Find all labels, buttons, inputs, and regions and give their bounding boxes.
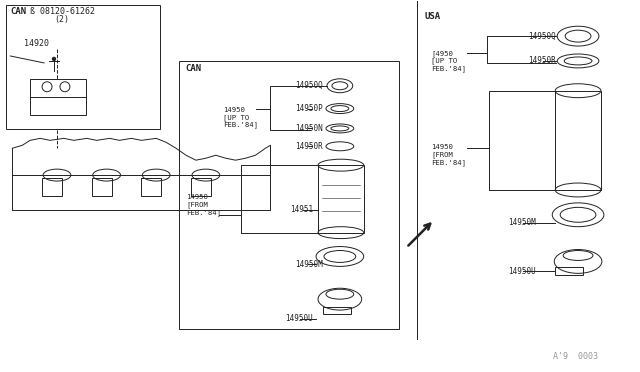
Text: 14950U: 14950U: [285, 314, 313, 324]
Text: [4950
[UP TO
FEB.'84]: [4950 [UP TO FEB.'84]: [431, 50, 466, 72]
Bar: [556, 91, 601, 190]
Text: 14950M: 14950M: [295, 260, 323, 269]
Text: ß 08120-61262: ß 08120-61262: [30, 7, 95, 16]
Circle shape: [52, 57, 56, 60]
Text: 14951: 14951: [290, 205, 314, 214]
Text: 14950
[FROM
FEB.'84]: 14950 [FROM FEB.'84]: [431, 144, 466, 166]
Text: A'9  0003: A'9 0003: [553, 352, 598, 361]
Text: 14950Q: 14950Q: [529, 32, 556, 41]
Text: 14950N: 14950N: [295, 124, 323, 133]
Text: (2): (2): [54, 15, 69, 24]
Text: CAN: CAN: [10, 7, 26, 16]
Bar: [141, 178, 161, 196]
Bar: [323, 307, 351, 314]
Text: 14950P: 14950P: [295, 104, 323, 113]
Bar: [92, 178, 111, 196]
Bar: [6, 5, 160, 129]
Text: USA: USA: [424, 12, 440, 21]
Text: 14950
[UP TO
FEB.'84]: 14950 [UP TO FEB.'84]: [223, 107, 258, 128]
Bar: [42, 178, 62, 196]
Text: 14920: 14920: [24, 39, 49, 48]
Bar: [30, 79, 86, 115]
Text: 14950R: 14950R: [295, 142, 323, 151]
Text: 14950Q: 14950Q: [295, 81, 323, 90]
Text: CAN: CAN: [185, 64, 201, 73]
Bar: [556, 267, 583, 275]
Text: 14950R: 14950R: [529, 57, 556, 65]
Bar: [191, 178, 211, 196]
Bar: [179, 61, 399, 329]
Text: 14950U: 14950U: [509, 267, 536, 276]
Bar: [318, 165, 364, 232]
Text: 14950
[FROM
FEB.'84]: 14950 [FROM FEB.'84]: [186, 194, 221, 216]
Text: 14950M: 14950M: [509, 218, 536, 227]
